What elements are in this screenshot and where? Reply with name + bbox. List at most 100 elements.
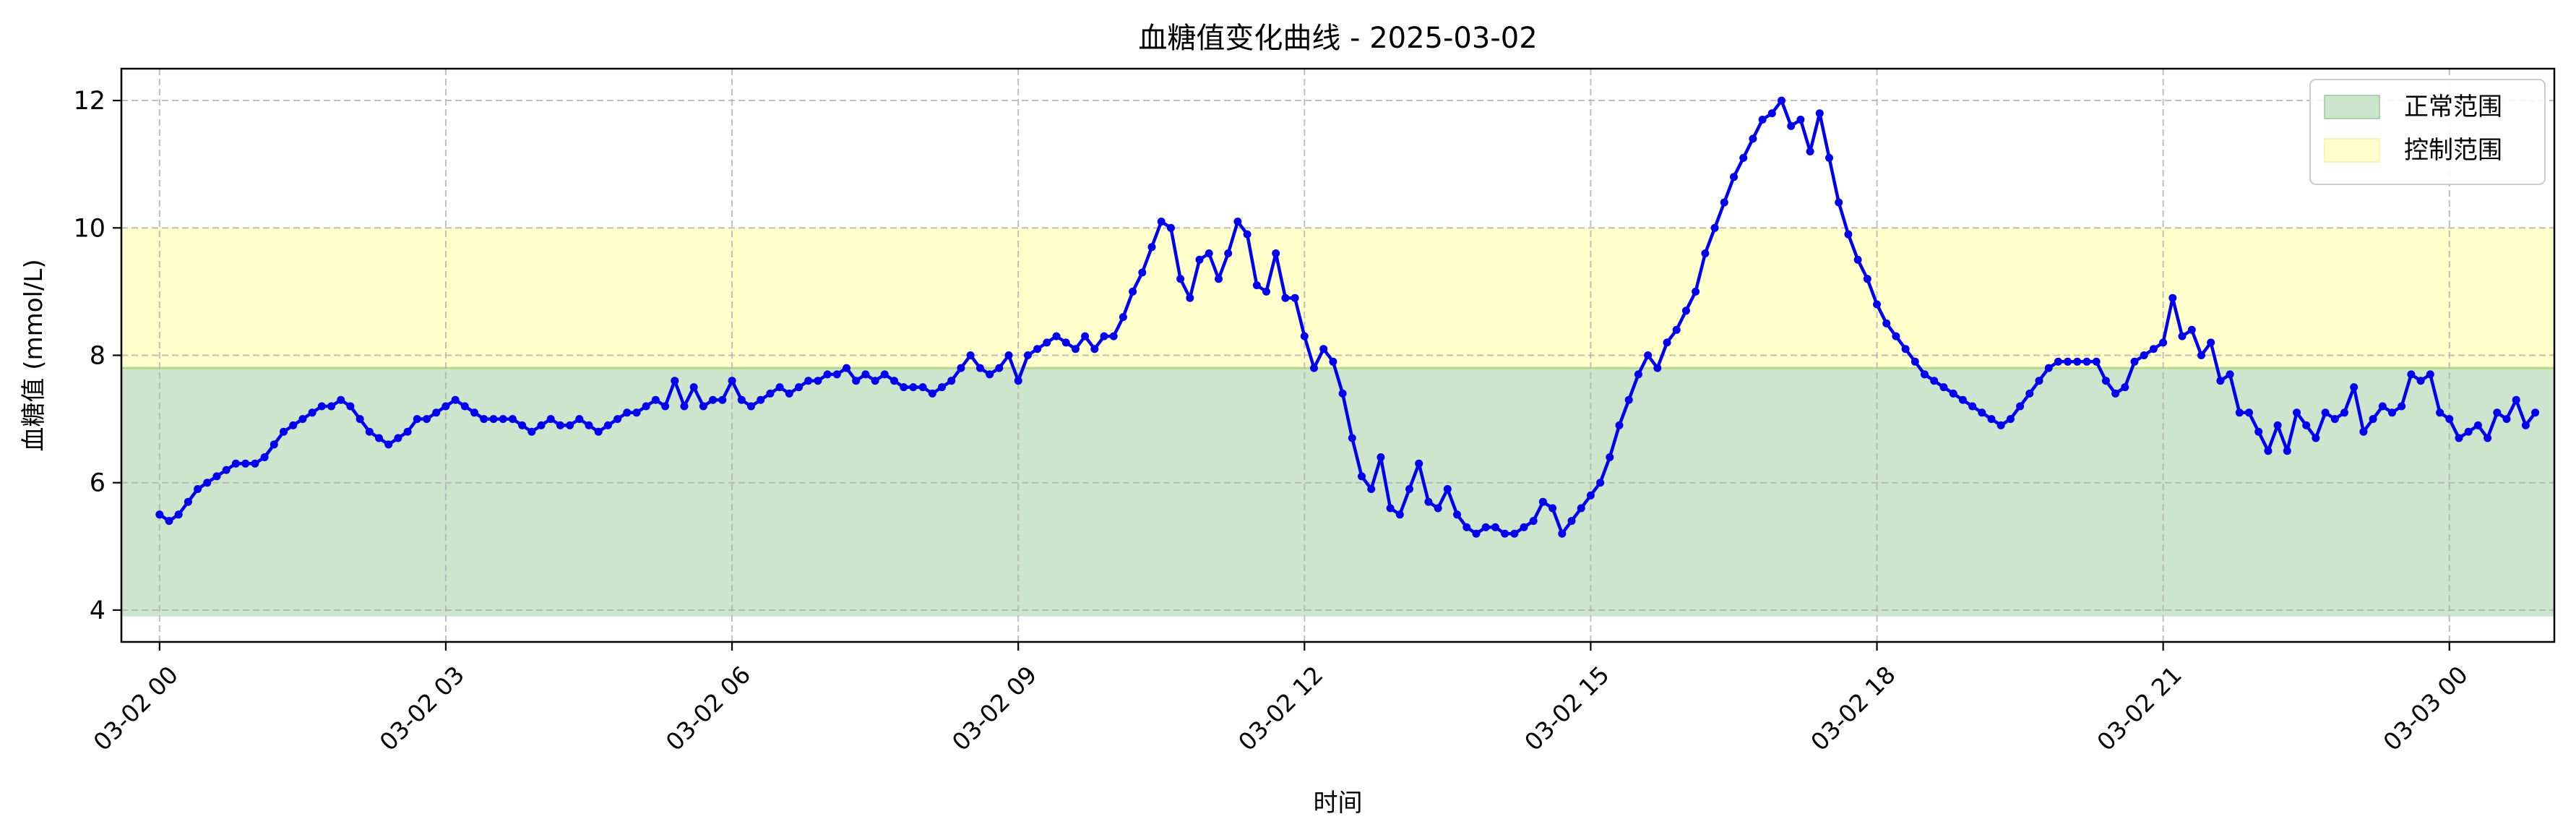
data-point [2025,389,2034,398]
data-point [1653,364,1662,372]
data-point [2216,377,2225,385]
data-point [938,383,946,392]
data-point [2207,338,2215,347]
data-point [499,415,507,424]
legend-label: 正常范围 [2404,93,2502,121]
data-point [1538,497,1547,506]
data-point [1043,338,1051,347]
data-point [1548,504,1557,513]
y-axis-ticks: 4 6 8 10 12 [73,87,121,625]
data-point [2302,421,2311,429]
data-point [375,434,383,442]
data-point [1281,293,1290,302]
data-point [1577,504,1585,513]
data-point [852,377,861,385]
data-point [1481,523,1490,531]
data-point [2101,377,2110,385]
data-point [957,364,965,372]
data-point [1233,218,1242,226]
data-point [1109,332,1118,340]
data-point [441,402,450,411]
data-point [613,415,622,424]
data-point [1730,173,1738,181]
data-point [909,383,918,392]
data-point [2398,402,2406,411]
data-point [709,395,718,404]
data-point [671,377,679,385]
data-point [966,351,975,359]
data-point [1061,338,1070,347]
data-point [2054,357,2062,366]
data-point [1310,364,1318,372]
data-point [470,408,478,417]
data-point [2168,293,2177,302]
data-point [1739,153,1748,162]
data-point [1882,319,1891,327]
data-point [2064,357,2072,366]
y-axis-label: 血糖值 (mmol/L) [20,259,48,451]
legend-swatch [2324,95,2380,119]
data-point [1014,377,1022,385]
data-point [1939,383,1948,392]
data-point [155,510,164,519]
data-point [2121,383,2129,392]
data-point [1758,116,1767,124]
data-point [194,485,202,493]
data-point [1586,491,1595,500]
data-point [1186,293,1194,302]
data-point [1921,370,1929,379]
data-point [1767,109,1776,118]
data-point [1672,325,1681,334]
data-point [365,427,374,436]
data-point [2484,434,2492,442]
data-point [1615,421,1624,429]
data-point [317,402,326,411]
data-point [832,370,841,379]
data-point [785,389,793,398]
data-point [585,421,593,429]
y-tick-label: 8 [90,342,105,371]
data-point [2006,415,2015,424]
data-point [480,415,488,424]
data-point [1377,453,1385,461]
y-tick-label: 12 [73,87,105,116]
data-point [1806,147,1814,155]
data-point [2273,421,2282,429]
data-point [2436,408,2444,417]
data-point [1272,249,1280,257]
data-point [184,497,192,506]
data-point [747,402,755,411]
data-point [843,364,850,372]
data-point [1205,249,1213,257]
data-point [566,421,574,429]
data-point [1215,275,1223,283]
data-point [327,402,335,411]
data-point [1787,121,1796,130]
data-point [1138,268,1147,277]
data-point [2111,389,2120,398]
data-point [1958,395,1967,404]
data-point [384,440,393,449]
band-normal [121,368,2554,617]
data-point [1405,485,1413,493]
data-point [918,383,927,392]
data-point [280,427,288,436]
data-point [1825,153,1833,162]
data-point [2283,447,2291,455]
chart-title: 血糖值变化曲线 - 2025-03-02 [1138,22,1537,55]
data-point [460,402,469,411]
data-point [1558,529,1567,538]
data-point [1624,395,1633,404]
data-point [2159,338,2168,347]
data-point [2455,434,2463,442]
data-point [2502,415,2511,424]
data-point [1987,415,1996,424]
data-point [403,427,412,436]
data-point [1911,357,1919,366]
data-point [1004,351,1013,359]
data-point [337,395,345,404]
data-point [212,472,221,481]
y-tick-label: 6 [90,469,105,498]
data-point [451,395,460,404]
